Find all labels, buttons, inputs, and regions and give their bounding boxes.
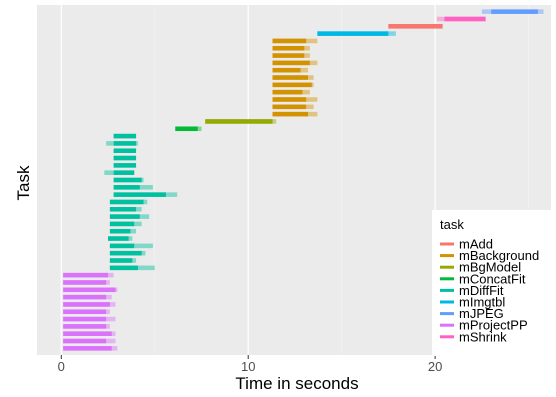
task-bar-mDiffFit xyxy=(109,265,138,271)
legend-label: mImgtbl xyxy=(459,295,505,310)
task-bar-mBgModel xyxy=(205,119,273,124)
legend-key xyxy=(440,300,454,304)
task-bar-mImgtbl xyxy=(317,31,389,36)
y-axis-title: Task xyxy=(14,165,33,200)
task-bar-mDiffFit xyxy=(109,243,135,249)
task-bar-mProjectPP xyxy=(63,338,107,344)
task-bar-mBackground xyxy=(272,82,312,88)
legend-key xyxy=(440,265,454,269)
x-tick-label: 20 xyxy=(428,359,442,374)
task-bar-mDiffFit xyxy=(113,148,137,153)
task-bar-mProjectPP xyxy=(63,294,107,300)
task-bars xyxy=(63,9,544,351)
legend-key xyxy=(440,277,454,281)
legend-label: mBackground xyxy=(459,248,539,263)
legend-key xyxy=(440,242,454,246)
task-bar-mProjectPP xyxy=(63,331,112,336)
legend-title: task xyxy=(440,217,464,232)
task-bar-mDiffFit xyxy=(109,207,137,212)
legend-label: mProjectPP xyxy=(459,318,528,333)
legend-label: mBgModel xyxy=(459,260,521,275)
task-bar-mJPEG xyxy=(491,9,538,14)
legend-key xyxy=(440,288,454,292)
legend-label: mAdd xyxy=(459,237,493,252)
task-bar-mProjectPP xyxy=(63,302,110,307)
task-bar-mBackground xyxy=(272,104,307,110)
task-bar-mProjectPP xyxy=(63,316,107,322)
task-bar-mBackground xyxy=(272,89,303,95)
task-bar-mDiffFit xyxy=(113,185,140,190)
task-bar-mDiffFit xyxy=(113,177,142,183)
task-bar-mDiffFit xyxy=(109,199,144,205)
x-tick-label: 10 xyxy=(241,359,255,374)
legend-label: mJPEG xyxy=(459,306,504,321)
task-bar-mProjectPP xyxy=(63,346,112,351)
legend-label: mDiffFit xyxy=(459,283,504,298)
task-bar-mBackground xyxy=(272,75,309,80)
task-bar-mShrink xyxy=(444,16,486,22)
x-axis: 0 10 20 xyxy=(58,355,442,374)
task-bar-mProjectPP xyxy=(63,324,107,329)
legend-key xyxy=(440,254,454,258)
task-bar-mProjectPP xyxy=(63,287,116,293)
x-axis-title: Time in seconds xyxy=(235,374,358,393)
task-bar-mDiffFit xyxy=(113,141,137,146)
legend-label: mConcatFit xyxy=(459,271,526,286)
task-bar-mDiffFit xyxy=(109,228,131,234)
legend-key xyxy=(440,323,454,327)
task-bar-mDiffFit xyxy=(113,133,137,139)
task-bar-mBackground xyxy=(272,111,309,117)
legend-key xyxy=(440,312,454,316)
task-bar-mBackground xyxy=(272,60,310,66)
task-bar-mBackground xyxy=(272,38,307,44)
task-bar-mDiffFit xyxy=(113,170,135,175)
task-bar-mDiffFit xyxy=(109,258,133,263)
task-bar-mProjectPP xyxy=(63,272,109,278)
task-bar-mBackground xyxy=(272,45,305,51)
legend: task mAddmBackgroundmBgModelmConcatFitmD… xyxy=(432,210,554,356)
task-bar-mDiffFit xyxy=(109,250,142,256)
legend-background xyxy=(432,210,554,356)
task-bar-mDiffFit xyxy=(109,221,135,227)
x-tick-label: 0 xyxy=(58,359,65,374)
task-bar-mDiffFit xyxy=(113,192,166,197)
task-bar-mConcatFit xyxy=(175,126,198,132)
task-bar-mProjectPP xyxy=(63,309,107,315)
task-bar-mBackground xyxy=(272,67,301,73)
task-bar-mBackground xyxy=(272,97,307,102)
task-bar-mBackground xyxy=(272,53,305,58)
task-bar-mDiffFit xyxy=(113,155,137,161)
legend-key xyxy=(440,335,454,339)
task-bar-mDiffFit xyxy=(113,163,137,168)
task-bar-mProjectPP xyxy=(63,280,107,285)
legend-label: mShrink xyxy=(459,329,507,344)
task-bar-mAdd xyxy=(388,24,443,29)
task-bar-mDiffFit xyxy=(108,236,129,241)
task-bar-mDiffFit xyxy=(109,214,140,219)
